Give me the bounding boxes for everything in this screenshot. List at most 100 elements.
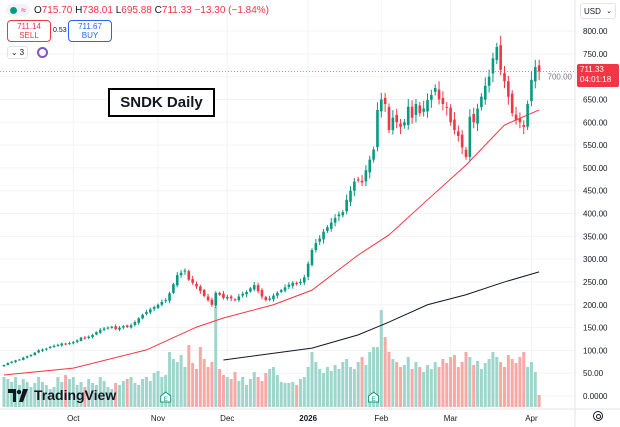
settings-icon[interactable] — [593, 411, 603, 421]
volume-bar — [518, 357, 522, 407]
volume-bar — [129, 377, 133, 407]
volume-bar — [183, 367, 187, 407]
tradingview-logo[interactable]: TradingView — [8, 387, 116, 403]
currency-select[interactable]: USD ⌄ — [580, 3, 616, 19]
candle — [418, 101, 422, 117]
chevron-down-icon: ⌄ — [10, 48, 18, 57]
volume-bar — [460, 362, 464, 407]
candle-body — [449, 107, 452, 123]
buy-label: BUY — [81, 31, 99, 40]
candle-body — [87, 336, 90, 338]
y-tick-label: 50.00 — [583, 369, 604, 378]
volume-bar — [233, 372, 237, 407]
candle-body — [353, 181, 356, 191]
volume-bar — [175, 362, 179, 407]
candle-body — [460, 134, 464, 148]
candle — [79, 336, 83, 342]
sell-button[interactable]: 711.14 SELL — [7, 20, 51, 42]
volume-bar — [94, 385, 98, 407]
candle-body — [29, 354, 33, 356]
candle — [299, 278, 302, 286]
volume-bar — [221, 375, 225, 407]
volume-bar — [495, 357, 499, 407]
volume-bar — [499, 362, 503, 407]
volume-bar — [418, 367, 422, 407]
low-label: L — [115, 4, 122, 16]
volume-bar — [372, 347, 376, 407]
volume-bar — [52, 387, 56, 407]
candle — [441, 91, 445, 111]
candle — [75, 339, 79, 344]
candle-body — [233, 299, 237, 301]
candle — [125, 324, 129, 328]
volume-bar — [318, 369, 322, 407]
candle-body — [149, 309, 152, 313]
candle-body — [264, 297, 268, 301]
candle-body — [510, 93, 514, 114]
earnings-label: E — [372, 397, 376, 403]
y-tick-label: 150.00 — [583, 324, 608, 333]
volume-bar — [529, 362, 533, 407]
candle-body — [395, 114, 398, 123]
volume-bar — [506, 355, 510, 407]
volume-bar — [29, 387, 33, 407]
volume-bar — [41, 382, 44, 407]
market-status[interactable]: ≈ — [6, 4, 30, 16]
candle-body — [437, 89, 441, 100]
volume-bar — [56, 377, 60, 407]
volume-bar — [252, 372, 256, 407]
candle-body — [487, 76, 491, 86]
volume-bar — [283, 383, 287, 407]
buy-button[interactable]: 711.67 BUY — [68, 20, 112, 42]
candle — [118, 326, 121, 332]
moving-average-slow — [223, 271, 540, 361]
candle-body — [48, 346, 52, 349]
volume-bar — [395, 362, 399, 407]
candle-body — [37, 350, 40, 353]
candle-body — [441, 97, 445, 104]
volume-bar — [291, 382, 295, 407]
volume-bar — [464, 352, 468, 407]
volume-bar — [483, 363, 487, 407]
volume-bar — [322, 373, 326, 407]
candle-body — [410, 106, 414, 118]
candle — [160, 299, 164, 307]
volume-bar — [302, 377, 306, 407]
volume-bar — [526, 367, 530, 407]
candle-body — [83, 337, 87, 339]
candle-body — [156, 304, 160, 308]
volume-bar — [383, 337, 387, 407]
candle — [383, 92, 387, 112]
candle-body — [283, 287, 287, 291]
candle-body — [75, 340, 79, 342]
earnings-icon — [160, 391, 172, 403]
candle — [102, 326, 106, 332]
volume-bar — [522, 352, 526, 407]
candle-body — [191, 279, 194, 283]
sync-icon[interactable] — [37, 47, 48, 58]
candle — [495, 42, 499, 65]
candle-body — [426, 99, 429, 112]
candle-body — [33, 352, 37, 356]
volume-bar — [449, 357, 453, 407]
candle-body — [276, 292, 279, 296]
candle — [2, 364, 6, 367]
candle-body — [380, 99, 383, 112]
volume-bar — [287, 383, 291, 407]
candle-body — [303, 277, 306, 283]
volume-bar — [364, 365, 368, 407]
candle-body — [137, 318, 141, 323]
volume-bar — [164, 375, 168, 407]
candle — [41, 348, 44, 352]
candle — [453, 112, 456, 135]
candle — [237, 293, 241, 302]
volume-bar — [414, 362, 418, 407]
candle-body — [206, 296, 210, 301]
y-tick-label: 300.00 — [583, 255, 608, 264]
candle-body — [422, 108, 425, 112]
candle-body — [341, 212, 345, 216]
indicators-toggle[interactable]: ⌄ 3 — [7, 46, 28, 59]
candle — [83, 336, 87, 340]
candle-body — [152, 307, 156, 309]
